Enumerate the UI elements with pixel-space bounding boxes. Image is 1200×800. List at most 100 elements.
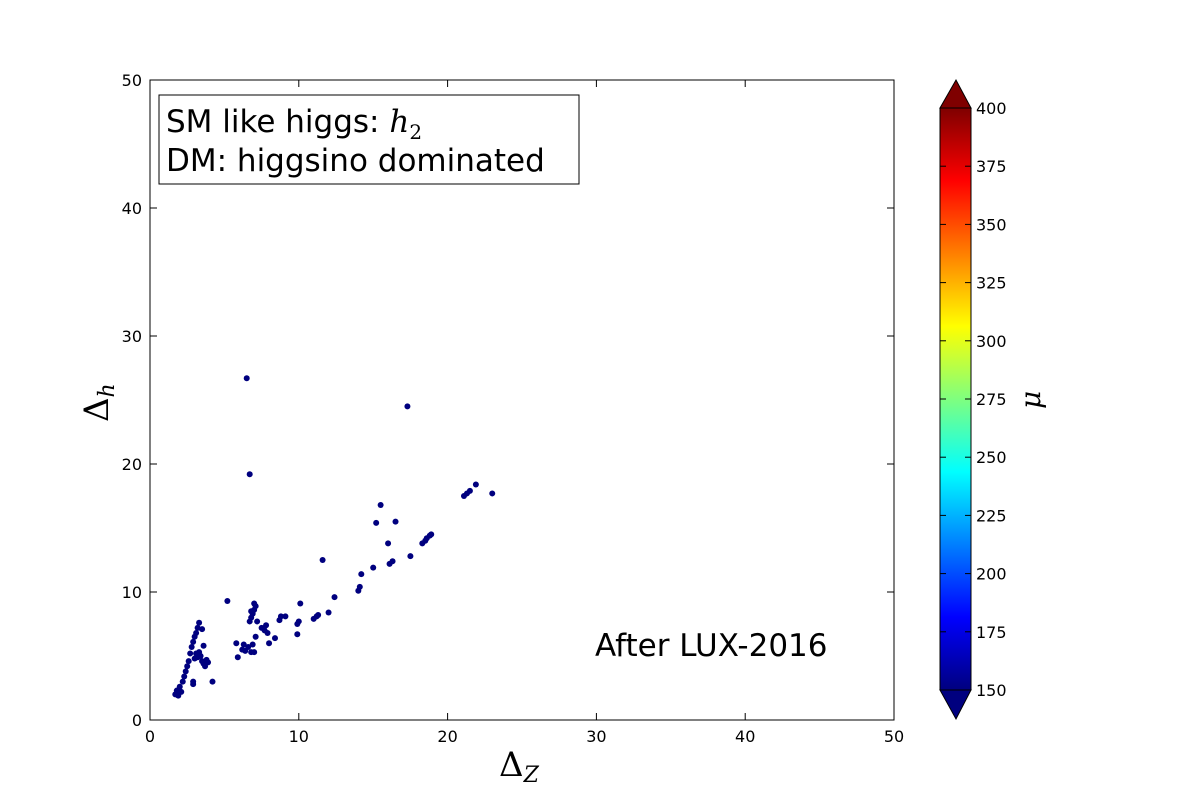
data-point [251,649,258,656]
x-axis-label: ΔZ [499,745,540,788]
colorbar-tick-label: 250 [976,448,1007,467]
x-axis-label-main: Δ [499,745,524,785]
axis-ticks: 0 10 20 30 40 50 0 10 20 30 40 50 [122,71,905,746]
data-point [182,668,189,675]
data-point [190,638,197,645]
data-point [234,654,241,661]
data-point [377,501,384,508]
legend-frame [158,94,580,185]
colorbar-ticks: 150 175 200 225 250 275 300 325 350 375 400 [940,99,1007,700]
y-tick-label: 50 [122,71,142,90]
scatter-points [172,375,496,699]
x-tick-label: 0 [145,727,155,746]
data-point [297,600,304,607]
colorbar-tick-label: 200 [976,565,1007,584]
colorbar-tick-label: 275 [976,390,1007,409]
colorbar-label: μ [1014,391,1047,409]
data-point [243,375,250,382]
data-point [404,403,411,410]
data-point [370,564,377,571]
data-point [254,618,261,625]
legend-line-1-text: SM like higgs: [166,104,389,140]
data-point [325,609,332,616]
data-point [178,688,185,695]
data-point [331,594,338,601]
legend-line-2: DM: higgsino dominated [166,143,545,179]
data-point [373,519,380,526]
y-axis-label-sub: h [95,383,120,397]
data-point [356,583,363,590]
data-point [248,608,255,615]
data-point [282,613,289,620]
data-point [209,678,216,685]
data-point [193,629,200,636]
colorbar-extend-top [939,78,972,109]
colorbar: 150 175 200 225 250 275 300 325 350 375 400 μ [939,78,1047,721]
colorbar-tick-label: 400 [976,99,1007,118]
colorbar-tick-label: 300 [976,332,1007,351]
colorbar-tick-label: 350 [976,215,1007,234]
colorbar-tick-label: 375 [976,157,1007,176]
data-point [389,558,396,565]
data-point [264,629,271,636]
data-point [181,673,188,680]
y-tick-label: 20 [122,455,142,474]
data-point [176,683,183,690]
plot-frame [149,79,895,721]
data-point [385,540,392,547]
legend-line-1: SM like higgs: h2 [166,104,422,144]
data-point [466,487,473,494]
legend-line-1-math: h [389,104,409,140]
data-point [319,557,326,563]
x-axis-label-sub: Z [523,763,540,788]
legend-line-1-math-sub: 2 [409,120,422,144]
data-point [295,618,302,625]
data-point [246,471,253,478]
data-point [190,681,197,688]
data-point [188,644,195,651]
data-point [315,612,322,619]
data-point [197,653,204,659]
data-point [489,490,496,497]
colorbar-tick-label: 325 [976,274,1007,293]
data-point [199,626,206,633]
data-point [271,635,278,642]
data-point [266,640,273,647]
data-point [240,641,247,648]
data-point [187,650,194,657]
data-point [358,571,365,578]
y-tick-label: 10 [122,583,142,602]
data-point [472,481,479,488]
data-point [184,663,191,670]
data-point [185,658,192,665]
data-point [294,631,301,638]
data-point [200,642,207,649]
data-point [249,641,256,648]
x-tick-label: 50 [884,727,904,746]
x-tick-label: 30 [586,727,606,746]
data-point [251,600,258,607]
y-tick-label: 30 [122,327,142,346]
data-point [277,613,284,620]
legend-box: SM like higgs: h2 DM: higgsino dominated [158,94,580,185]
colorbar-tick-label: 150 [976,681,1007,700]
data-point [428,531,435,538]
colorbar-tick-label: 225 [976,506,1007,525]
y-tick-label: 0 [132,711,142,730]
y-tick-label: 40 [122,199,142,218]
data-point [407,553,414,560]
data-point [205,659,212,666]
annotation-text: After LUX-2016 [595,628,828,664]
x-tick-label: 20 [437,727,457,746]
data-point [179,678,186,685]
data-point [233,640,240,647]
data-point [252,633,259,640]
data-point [224,597,231,604]
colorbar-tick-label: 175 [976,623,1007,642]
data-point [392,518,399,525]
data-point [196,619,203,626]
y-axis-label: Δh [77,383,120,422]
colorbar-extend-bottom [939,689,972,721]
x-tick-label: 40 [735,727,755,746]
